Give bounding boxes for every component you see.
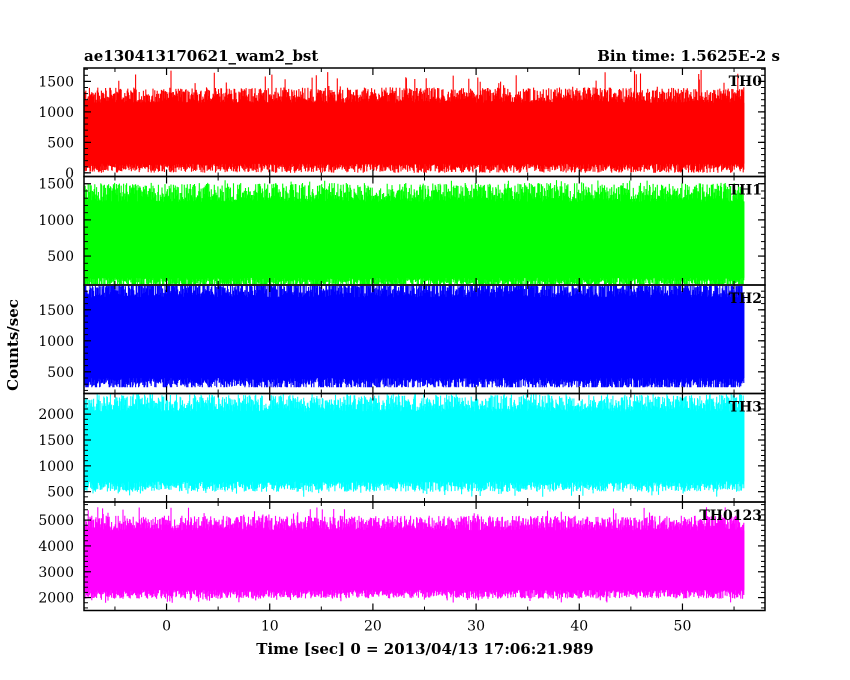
- y-tick-label: 1000: [38, 459, 74, 475]
- panel-th3: 500 1000 1500 2000 TH3: [38, 392, 766, 503]
- y-tick-label: 0: [65, 166, 74, 182]
- chart-title: ae130413170621_wam2_bst: [84, 47, 318, 65]
- y-tick-label: 1500: [38, 433, 74, 449]
- y-tick-label: 500: [47, 365, 74, 381]
- y-tick-label: 1500: [38, 74, 74, 90]
- panel-label-th3: TH3: [729, 400, 762, 416]
- series-line-th0123: [83, 507, 745, 603]
- y-tick-label: 500: [47, 485, 74, 501]
- panel-th1: 500 1000 1500 TH1: [38, 175, 766, 286]
- y-tick-label: 1000: [38, 213, 74, 229]
- x-tick-label: 40: [570, 619, 588, 635]
- x-tick-label: 0: [162, 619, 171, 635]
- panel-label-th0123: TH0123: [699, 508, 762, 524]
- panel-label-th0: TH0: [729, 74, 763, 90]
- panel-th0123: 2000 3000 4000 5000 TH0123: [38, 501, 766, 612]
- series-line-th1: [83, 180, 745, 284]
- y-tick-label: 1000: [38, 334, 74, 350]
- y-axis-label: Counts/sec: [4, 299, 22, 391]
- panel-label-th1: TH1: [729, 183, 762, 199]
- x-tick-label: 10: [261, 619, 279, 635]
- panel-label-th2: TH2: [729, 291, 762, 307]
- x-axis-label: Time [sec] 0 = 2013/04/13 17:06:21.989: [256, 640, 593, 658]
- y-tick-label: 1500: [38, 177, 74, 193]
- x-tick-label: 50: [674, 619, 692, 635]
- y-tick-label: 1500: [38, 303, 74, 319]
- x-tick-label: 30: [467, 619, 485, 635]
- series-line-th0: [83, 70, 745, 173]
- bin-time-label: Bin time: 1.5625E-2 s: [597, 47, 780, 65]
- y-tick-label: 4000: [38, 539, 74, 555]
- y-tick-label: 1000: [38, 105, 74, 121]
- panel-th2: 500 1000 1500 TH2: [38, 284, 766, 395]
- x-axis: 0 10 20 30 40 50: [162, 619, 691, 635]
- y-tick-label: 2000: [38, 407, 74, 423]
- y-tick-label: 500: [47, 135, 74, 151]
- panels-group: 0 500 1000 1500 TH0 500 1000 1500 TH1 500 1000 1500…: [38, 67, 766, 612]
- series-line-th3: [83, 394, 745, 497]
- series-line-th2: [83, 286, 745, 388]
- y-tick-label: 5000: [38, 513, 74, 529]
- y-tick-label: 2000: [38, 591, 74, 607]
- panel-th0: 0 500 1000 1500 TH0: [38, 67, 766, 182]
- x-tick-label: 20: [364, 619, 382, 635]
- y-tick-label: 500: [47, 249, 74, 265]
- y-tick-label: 3000: [38, 565, 74, 581]
